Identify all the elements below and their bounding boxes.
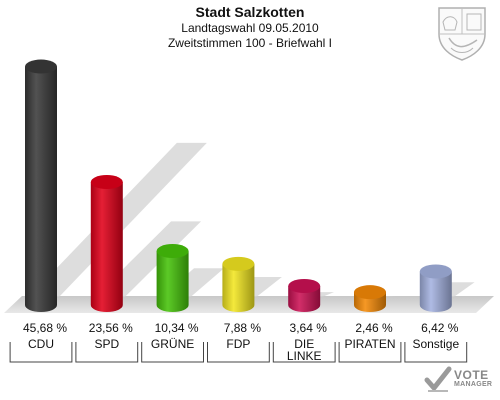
category-label: GRÜNE — [151, 337, 194, 351]
bar-sonstige — [419, 264, 452, 312]
bar-piraten — [354, 285, 386, 312]
category-label: CDU — [28, 337, 54, 351]
category-label: Sonstige — [412, 337, 459, 351]
logo-subword: MANAGER — [454, 381, 493, 388]
category-tick — [338, 342, 402, 363]
bar-grüne — [156, 244, 189, 312]
bar-cdu — [25, 59, 57, 312]
category-label: PIRATEN — [344, 337, 395, 351]
value-label: 45,68 % — [23, 321, 67, 335]
category-tick — [75, 342, 139, 363]
coat-of-arms-icon — [438, 7, 486, 61]
bar-fdp — [222, 256, 255, 312]
category-tick — [141, 342, 204, 363]
category-label: SPD — [94, 337, 119, 351]
value-label: 10,34 % — [155, 321, 199, 335]
chart-header: Stadt Salzkotten Landtagswahl 09.05.2010… — [0, 4, 500, 51]
bars — [25, 59, 452, 312]
chart-title: Stadt Salzkotten — [195, 4, 305, 20]
value-label: 7,88 % — [224, 321, 262, 335]
value-label: 6,42 % — [421, 321, 459, 335]
vote-manager-logo: VOTE MANAGER — [424, 366, 498, 396]
category-label: FDP — [226, 337, 250, 351]
category-tick — [207, 342, 270, 363]
value-label: 3,64 % — [290, 321, 328, 335]
category-label: LINKE — [287, 349, 322, 363]
value-labels: 45,68 % 23,56 % 10,34 % 7,88 % 3,64 % 2,46 % 6… — [23, 321, 459, 335]
category-tick — [272, 342, 336, 363]
category-tick — [9, 342, 73, 363]
election-subtitle: Landtagswahl 09.05.2010 — [181, 21, 319, 35]
ballot-subtitle: Zweitstimmen 100 - Briefwahl I — [167, 36, 333, 50]
bar-spd — [90, 175, 123, 312]
checkmark-icon — [424, 366, 452, 392]
bar-die-linke — [288, 278, 321, 312]
value-label: 2,46 % — [355, 321, 393, 335]
category-label: DIE — [294, 337, 314, 351]
logo-word: VOTE — [454, 368, 489, 382]
value-label: 23,56 % — [89, 321, 133, 335]
category-tick — [404, 342, 468, 363]
